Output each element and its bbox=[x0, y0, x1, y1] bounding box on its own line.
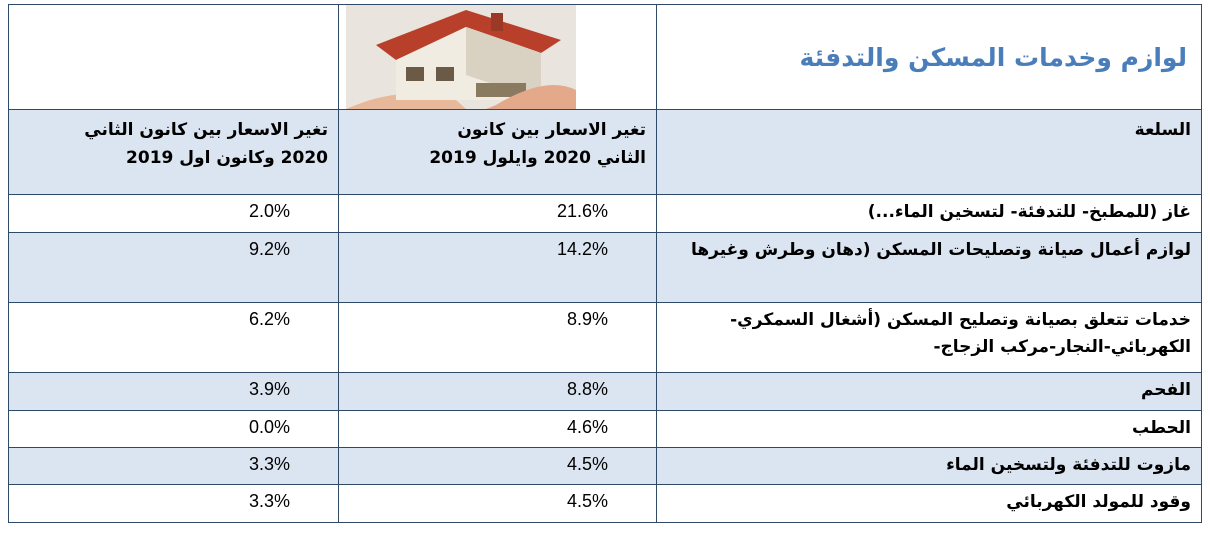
data-row: مازوت للتدفئة ولتسخين الماء 4.5% 3.3% bbox=[8, 447, 1202, 485]
price-change: 4.5% bbox=[338, 447, 657, 485]
item-name: الفحم bbox=[656, 372, 1202, 411]
item-name: وقود للمولد الكهربائي bbox=[656, 484, 1202, 523]
header-row: السلعة تغير الاسعار بين كانون الثاني 2020… bbox=[8, 109, 1202, 195]
price-change: 8.9% bbox=[338, 302, 657, 373]
house-image bbox=[346, 5, 576, 109]
empty-cell bbox=[8, 4, 339, 110]
price-table: لوازم وخدمات المسكن والتدفئة السلعة bbox=[8, 4, 1202, 523]
price-change: 4.6% bbox=[338, 410, 657, 448]
price-change: 6.2% bbox=[8, 302, 339, 373]
header-line: 2020 وكانون اول 2019 bbox=[126, 148, 328, 168]
data-row: خدمات تتعلق بصيانة وتصليح المسكن (أشغال … bbox=[8, 302, 1202, 373]
data-row: غاز (للمطبخ- للتدفئة- لتسخين الماء...) 21… bbox=[8, 194, 1202, 233]
item-name: مازوت للتدفئة ولتسخين الماء bbox=[656, 447, 1202, 485]
data-row: لوازم أعمال صيانة وتصليحات المسكن (دهان … bbox=[8, 232, 1202, 303]
table-body: لوازم وخدمات المسكن والتدفئة السلعة bbox=[8, 4, 1202, 523]
price-change: 4.5% bbox=[338, 484, 657, 523]
header-item: السلعة bbox=[656, 109, 1202, 195]
price-change: 3.9% bbox=[8, 372, 339, 411]
data-row: الفحم 8.8% 3.9% bbox=[8, 372, 1202, 411]
price-change: 21.6% bbox=[338, 194, 657, 233]
price-change: 14.2% bbox=[338, 232, 657, 303]
price-change: 9.2% bbox=[8, 232, 339, 303]
price-change: 2.0% bbox=[8, 194, 339, 233]
header-line: تغير الاسعار بين كانون الثاني bbox=[84, 120, 328, 140]
data-row: الحطب 4.6% 0.0% bbox=[8, 410, 1202, 448]
title: لوازم وخدمات المسكن والتدفئة bbox=[656, 4, 1202, 110]
title-row: لوازم وخدمات المسكن والتدفئة bbox=[8, 4, 1202, 110]
price-change: 3.3% bbox=[8, 484, 339, 523]
header-col2: تغير الاسعار بين كانون الثاني 2020 وكانون… bbox=[8, 109, 339, 195]
price-change: 3.3% bbox=[8, 447, 339, 485]
price-change: 0.0% bbox=[8, 410, 339, 448]
image-cell bbox=[338, 4, 657, 110]
item-name: غاز (للمطبخ- للتدفئة- لتسخين الماء...) bbox=[656, 194, 1202, 233]
header-line: الثاني 2020 وايلول 2019 bbox=[429, 148, 646, 168]
item-name: خدمات تتعلق بصيانة وتصليح المسكن (أشغال … bbox=[656, 302, 1202, 373]
item-name: لوازم أعمال صيانة وتصليحات المسكن (دهان … bbox=[656, 232, 1202, 303]
header-col1: تغير الاسعار بين كانون الثاني 2020 وايلول… bbox=[338, 109, 657, 195]
data-row: وقود للمولد الكهربائي 4.5% 3.3% bbox=[8, 484, 1202, 523]
item-name: الحطب bbox=[656, 410, 1202, 448]
header-line: تغير الاسعار بين كانون bbox=[457, 120, 646, 140]
price-change: 8.8% bbox=[338, 372, 657, 411]
